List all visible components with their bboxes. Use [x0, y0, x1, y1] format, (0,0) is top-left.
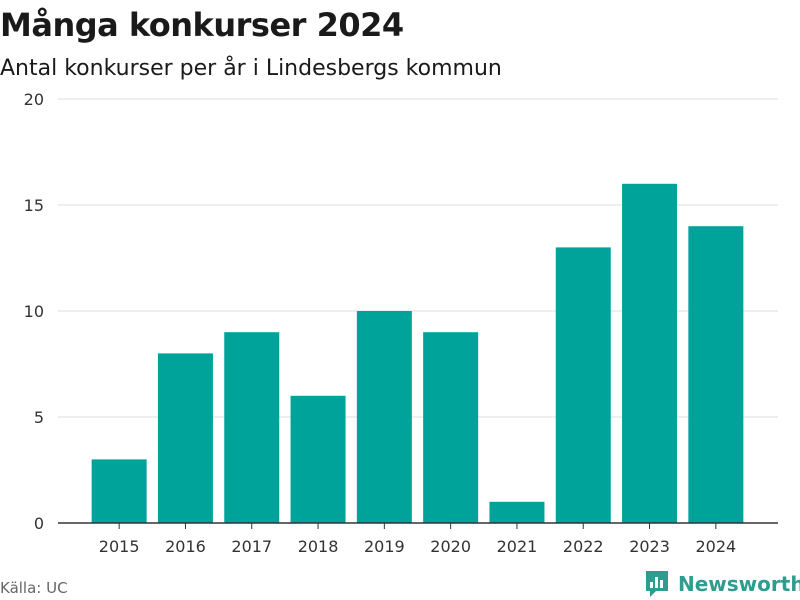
bar-2024 — [688, 226, 744, 523]
newsworthy-logo-icon — [646, 571, 668, 597]
y-tick-label: 0 — [34, 514, 44, 533]
source-note: Källa: UC — [0, 579, 68, 597]
brand-logo-group: Newsworthy — [644, 567, 800, 600]
bar-2020 — [423, 332, 479, 523]
chart-title: Många konkurser 2024 — [0, 6, 404, 44]
y-tick-label: 5 — [34, 408, 44, 427]
x-tick-label: 2016 — [165, 537, 206, 556]
bar-2023 — [622, 183, 678, 524]
bar-2019 — [356, 311, 412, 523]
bar-2017 — [224, 332, 280, 523]
brand-name: Newsworthy — [678, 572, 800, 596]
x-tick-label: 2024 — [695, 537, 736, 556]
x-tick-label: 2019 — [364, 537, 405, 556]
bar-2018 — [290, 395, 346, 523]
bar-2016 — [157, 353, 213, 523]
x-tick-label: 2017 — [231, 537, 272, 556]
bar-2022 — [555, 247, 611, 523]
chart-subtitle: Antal konkurser per år i Lindesbergs kom… — [0, 56, 502, 81]
bar-2015 — [91, 459, 147, 523]
x-tick-label: 2023 — [629, 537, 670, 556]
y-tick-label: 15 — [24, 196, 44, 215]
x-tick-label: 2021 — [497, 537, 538, 556]
y-tick-label: 20 — [24, 90, 44, 109]
x-tick-label: 2015 — [99, 537, 140, 556]
x-tick-label: 2018 — [298, 537, 339, 556]
y-tick-label: 10 — [24, 302, 44, 321]
bar-2021 — [489, 501, 545, 523]
x-tick-label: 2020 — [430, 537, 471, 556]
x-tick-label: 2022 — [563, 537, 604, 556]
